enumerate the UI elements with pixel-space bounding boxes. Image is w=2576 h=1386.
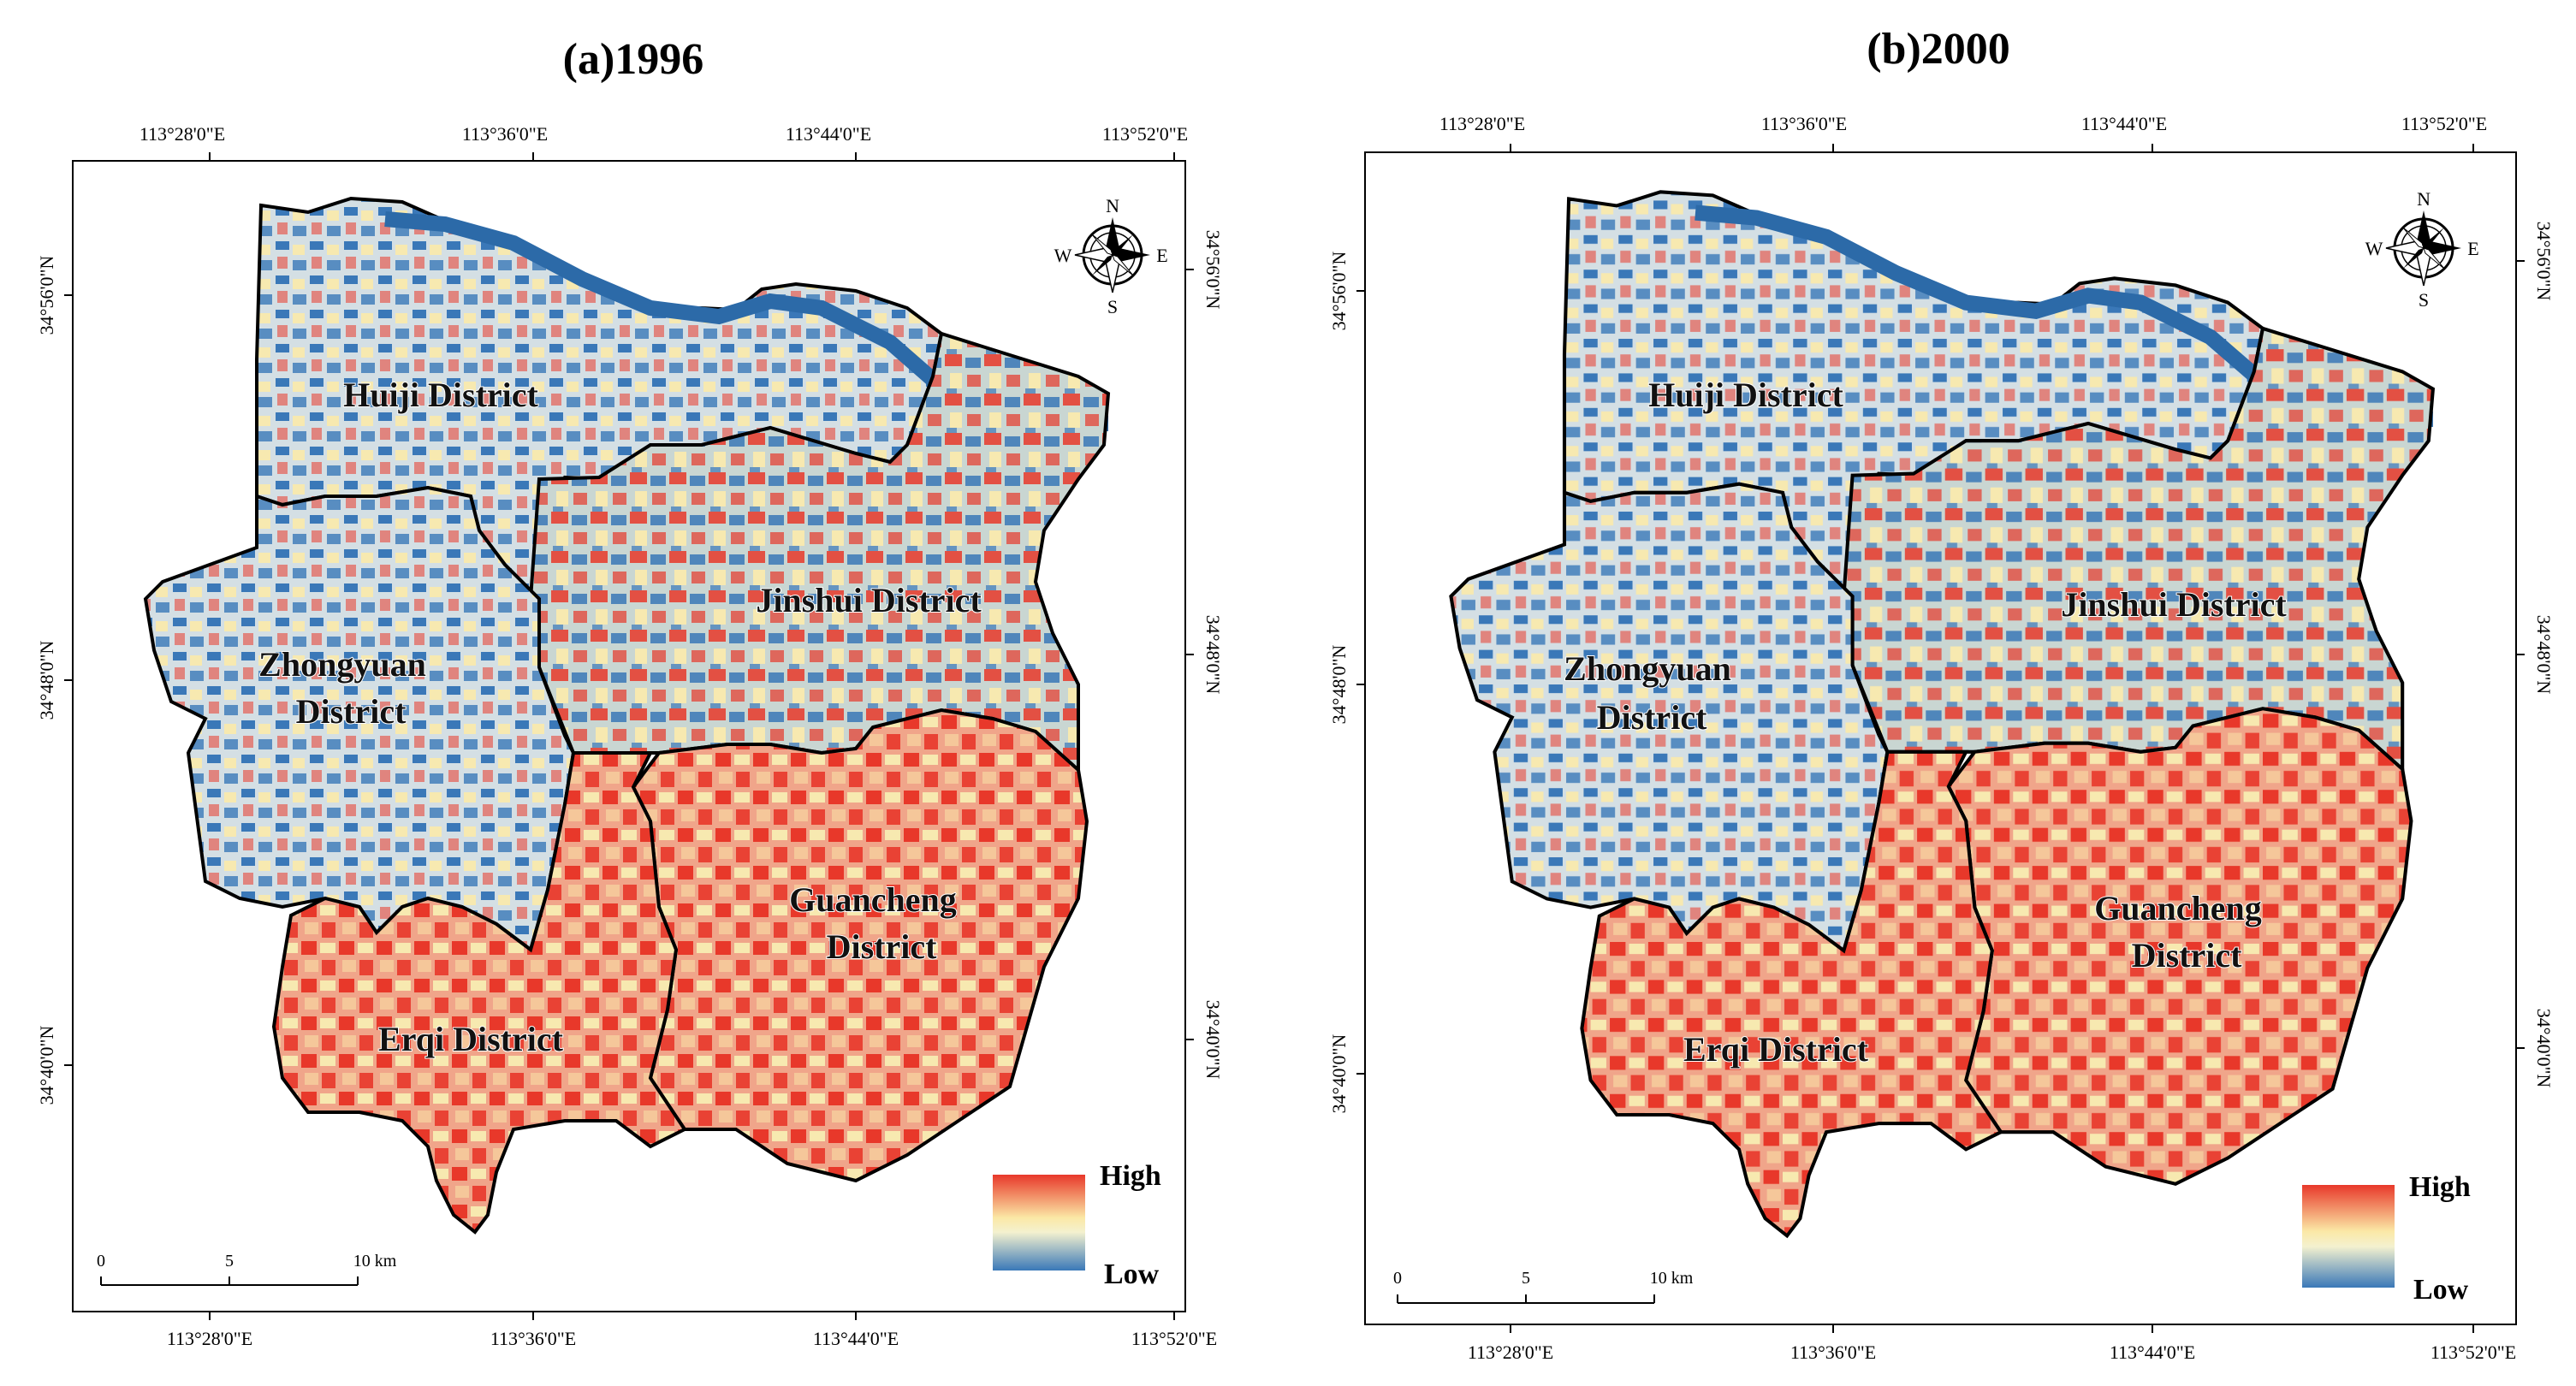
district-label-huiji: Huiji District [1648, 376, 1843, 414]
district-label-guancheng-2: District [2132, 936, 2243, 974]
lon-ticks-bottom: 113°28'0"E 113°36'0"E 113°44'0"E 113°52'… [1468, 1324, 2516, 1363]
lat-ticks-right: 34°56'0"N 34°48'0"N 34°40'0"N [2516, 222, 2555, 1088]
lon-tick-label: 113°36'0"E [1790, 1342, 1876, 1363]
lon-tick-label: 113°52'0"E [1102, 123, 1188, 145]
legend-high-label: High [2409, 1171, 2471, 1203]
compass-w: W [1054, 245, 1072, 266]
compass-e: E [1156, 245, 1167, 266]
lon-tick-label: 113°52'0"E [2431, 1342, 2516, 1363]
district-label-jinshui: Jinshui District [756, 581, 982, 619]
legend-color-ramp [993, 1175, 1085, 1270]
lat-ticks-left: 34°56'0"N 34°48'0"N 34°40'0"N [36, 256, 73, 1105]
lon-tick-label: 113°44'0"E [786, 123, 871, 145]
north-arrow-compass: N S E W [2365, 188, 2479, 311]
lat-tick-label: 34°40'0"N [2533, 1009, 2555, 1088]
scale-label: 10 km [353, 1252, 397, 1270]
lon-tick-label: 113°28'0"E [1468, 1342, 1553, 1363]
map-panel-a: 113°28'0"E 113°36'0"E 113°44'0"E 113°52'… [36, 123, 1224, 1349]
scale-label: 0 [1393, 1269, 1402, 1288]
legend: High Low [2302, 1171, 2471, 1306]
district-label-zhongyuan: Zhongyuan [258, 645, 426, 684]
district-label-zhongyuan-2: District [296, 692, 407, 731]
lon-tick-label: 113°28'0"E [167, 1328, 252, 1349]
lon-tick-label: 113°52'0"E [1131, 1328, 1217, 1349]
erqi-district-area [271, 751, 687, 1235]
erqi-district-area [1580, 749, 2003, 1239]
district-label-guancheng: Guancheng [789, 880, 957, 919]
panel-title-a: (a)1996 [562, 35, 704, 84]
legend-color-ramp [2302, 1185, 2395, 1288]
lat-ticks-right: 34°56'0"N 34°48'0"N 34°40'0"N [1185, 230, 1224, 1080]
district-label-huiji: Huiji District [343, 376, 538, 414]
scale-label: 5 [225, 1252, 234, 1270]
lon-tick-label: 113°44'0"E [813, 1328, 899, 1349]
lat-tick-label: 34°48'0"N [2533, 615, 2555, 695]
compass-n: N [1106, 195, 1119, 216]
legend: High Low [993, 1160, 1161, 1290]
district-label-zhongyuan: Zhongyuan [1564, 649, 1731, 688]
scale-bar: 0 5 10 km [1393, 1269, 1694, 1304]
district-label-erqi: Erqi District [378, 1020, 564, 1058]
lat-tick-label: 34°56'0"N [2533, 222, 2555, 301]
district-label-jinshui: Jinshui District [2061, 585, 2287, 624]
district-label-guancheng: Guancheng [2094, 889, 2262, 927]
scale-label: 0 [97, 1252, 105, 1270]
lon-tick-label: 113°28'0"E [139, 123, 225, 145]
compass-n: N [2417, 188, 2431, 210]
lon-tick-label: 113°36'0"E [462, 123, 548, 145]
lat-tick-label: 34°48'0"N [36, 641, 57, 720]
compass-w: W [2365, 238, 2383, 259]
district-label-erqi: Erqi District [1683, 1030, 1869, 1069]
lon-tick-label: 113°28'0"E [1439, 113, 1525, 134]
lat-tick-label: 34°56'0"N [36, 256, 57, 335]
panel-title-b: (b)2000 [1867, 25, 2010, 74]
lon-ticks-top: 113°28'0"E 113°36'0"E 113°44'0"E 113°52'… [1439, 113, 2487, 152]
lat-tick-label: 34°56'0"N [1328, 252, 1350, 331]
lon-ticks-bottom: 113°28'0"E 113°36'0"E 113°44'0"E 113°52'… [167, 1312, 1217, 1349]
scale-label: 10 km [1650, 1269, 1694, 1288]
lat-tick-label: 34°48'0"N [1202, 615, 1224, 695]
legend-low-label: Low [1104, 1259, 1160, 1290]
compass-s: S [2419, 289, 2429, 311]
lon-ticks-top: 113°28'0"E 113°36'0"E 113°44'0"E 113°52'… [139, 123, 1188, 161]
legend-high-label: High [1100, 1160, 1161, 1192]
lon-tick-label: 113°36'0"E [1761, 113, 1847, 134]
compass-e: E [2467, 238, 2478, 259]
district-label-zhongyuan-2: District [1597, 698, 1708, 737]
lat-tick-label: 34°40'0"N [1202, 1000, 1224, 1080]
lon-tick-label: 113°44'0"E [2081, 113, 2167, 134]
scale-bar: 0 5 10 km [97, 1252, 397, 1286]
lat-tick-label: 34°48'0"N [1328, 645, 1350, 725]
lon-tick-label: 113°36'0"E [490, 1328, 576, 1349]
compass-s: S [1107, 296, 1118, 317]
lat-tick-label: 34°56'0"N [1202, 230, 1224, 310]
lon-tick-label: 113°52'0"E [2401, 113, 2487, 134]
scale-label: 5 [1522, 1269, 1530, 1288]
lon-tick-label: 113°44'0"E [2110, 1342, 2195, 1363]
district-label-guancheng-2: District [827, 927, 938, 966]
north-arrow-compass: N S E W [1054, 195, 1168, 317]
lat-ticks-left: 34°56'0"N 34°48'0"N 34°40'0"N [1328, 252, 1365, 1114]
legend-low-label: Low [2413, 1274, 2469, 1306]
map-panel-b: 113°28'0"E 113°36'0"E 113°44'0"E 113°52'… [1328, 113, 2555, 1363]
lat-tick-label: 34°40'0"N [1328, 1034, 1350, 1114]
lat-tick-label: 34°40'0"N [36, 1026, 57, 1105]
